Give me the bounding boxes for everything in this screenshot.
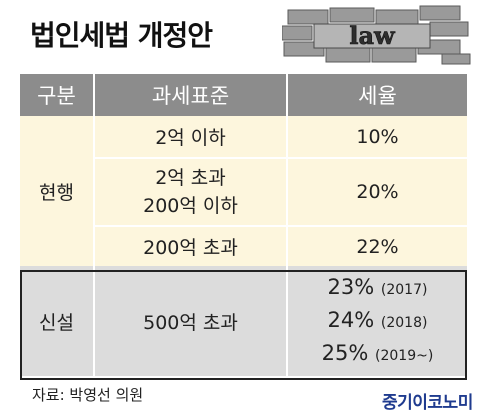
rate-value: 25% bbox=[321, 340, 369, 365]
law-wall-text: law bbox=[349, 21, 396, 50]
tax-base-cell: 2억 이하 bbox=[94, 116, 288, 159]
tax-base-line: 2억 초과 bbox=[155, 167, 226, 189]
tax-rate-cell: 20% bbox=[287, 158, 467, 227]
tax-base-line: 200억 이하 bbox=[143, 195, 238, 217]
tax-base-cell: 200억 초과 bbox=[94, 226, 288, 266]
table-header-row: 구분 과세표준 세율 bbox=[20, 74, 467, 116]
table-row: 현행 2억 이하 10% bbox=[20, 116, 467, 266]
rate-line: 23% (2017) bbox=[288, 272, 467, 305]
header-tax-rate: 세율 bbox=[358, 84, 397, 108]
table-row-new: 신설 500억 초과 23% (2017) 24% (2018) 25% (20… bbox=[20, 266, 467, 376]
header-category: 구분 bbox=[20, 74, 95, 116]
source-note: 자료: 박영선 의원 bbox=[32, 386, 144, 404]
rate-year: (2017) bbox=[380, 281, 428, 298]
tax-rate-table: 구분 과세표준 세율 현행 2억 이하 10% 2억 초과 200억 이하 20… bbox=[20, 74, 467, 376]
publisher-logo: 중기이코노미 bbox=[382, 393, 473, 413]
header-tax-base: 과세표준 bbox=[94, 74, 288, 116]
rate-value: 24% bbox=[327, 307, 375, 332]
tax-rate-cell: 22% bbox=[287, 226, 467, 266]
current-category-cell: 현행 bbox=[20, 116, 95, 266]
table-row: 2억 초과 200억 이하 20% bbox=[20, 158, 467, 227]
law-wall-illustration: law bbox=[282, 5, 471, 65]
rate-year: (2018) bbox=[380, 314, 428, 331]
rate-line: 25% (2019~) bbox=[288, 338, 467, 371]
rate-year: (2019~) bbox=[375, 347, 434, 364]
tax-rate-cell: 23% (2017) 24% (2018) 25% (2019~) bbox=[287, 266, 467, 376]
new-category-cell: 신설 bbox=[20, 266, 95, 376]
tax-base-cell: 2억 초과 200억 이하 bbox=[94, 158, 288, 227]
tax-base-cell: 500억 초과 bbox=[94, 266, 288, 376]
rate-value: 23% bbox=[327, 274, 375, 299]
page-title: 법인세법 개정안 bbox=[30, 19, 213, 52]
rate-line: 24% (2018) bbox=[288, 305, 467, 338]
table-row: 200억 초과 22% bbox=[20, 226, 467, 266]
tax-rate-cell: 10% bbox=[287, 116, 467, 159]
